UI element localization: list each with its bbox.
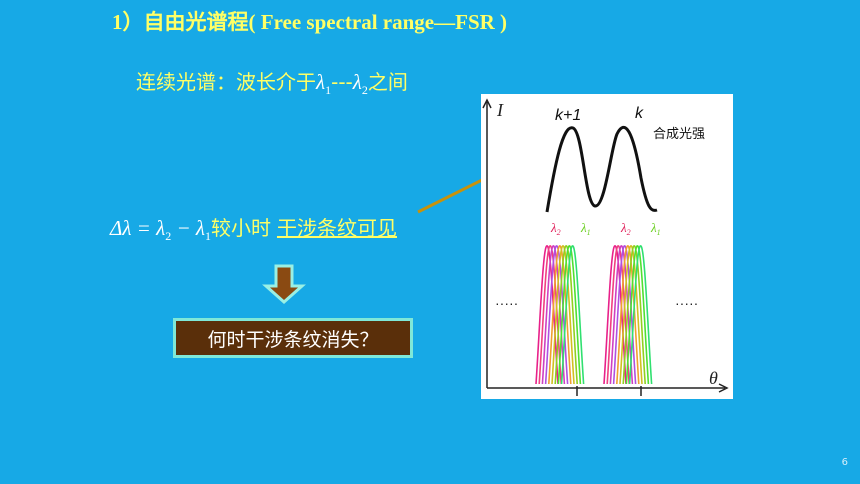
lambda1-label-right: λ1 bbox=[650, 220, 661, 237]
combined-intensity-label: 合成光强 bbox=[653, 126, 705, 141]
lambda2-label-left: λ2 bbox=[550, 220, 561, 237]
spectral-peak-1-3 bbox=[612, 245, 637, 385]
spectral-peak-1-0 bbox=[603, 245, 627, 385]
y-axis-label: I bbox=[496, 100, 504, 120]
peak-left-label: k+1 bbox=[555, 107, 581, 124]
spectral-peak-0-5 bbox=[551, 245, 575, 385]
spectral-peak-1-6 bbox=[622, 245, 646, 385]
spectral-peak-0-8 bbox=[560, 245, 585, 385]
peak-right-label: k bbox=[635, 105, 644, 122]
between-label: 之间 bbox=[367, 70, 408, 94]
dashes: --- bbox=[331, 70, 353, 94]
spectral-peak-0-2 bbox=[541, 245, 566, 385]
spectral-peak-1-8 bbox=[628, 245, 653, 385]
lambda-1: λ1 bbox=[316, 70, 332, 98]
spectral-peak-0-1 bbox=[538, 245, 562, 385]
x-axis-arrow-icon bbox=[718, 383, 729, 393]
dots-right: ····· bbox=[675, 295, 698, 311]
spectral-peak-0-0 bbox=[535, 245, 559, 385]
spectral-peak-1-5 bbox=[619, 245, 643, 385]
x-axis-label: θ bbox=[709, 368, 718, 388]
spectral-peak-0-3 bbox=[544, 245, 569, 385]
down-arrow-icon bbox=[262, 264, 306, 304]
slide-title: 1）自由光谱程( Free spectral range—FSR ) bbox=[112, 10, 508, 34]
dots-left: ····· bbox=[495, 295, 518, 311]
spectral-peak-1-1 bbox=[606, 245, 630, 385]
spectral-peak-1-4 bbox=[616, 245, 640, 385]
lambda2-label-right: λ2 bbox=[620, 220, 631, 237]
spectral-peak-0-7 bbox=[557, 245, 582, 385]
spectral-peak-0-6 bbox=[554, 245, 578, 385]
spectral-peak-1-2 bbox=[609, 245, 634, 385]
delta-lambda-formula: Δλ = λ2 − λ1较小时 干涉条纹可见 bbox=[110, 212, 397, 244]
continuous-spectrum-line: 连续光谱：波长介于λ1---λ2之间 bbox=[136, 66, 408, 98]
formula-math: Δλ = λ2 − λ1 bbox=[110, 216, 211, 244]
callout-text: 何时干涉条纹消失？ bbox=[207, 328, 379, 351]
y-axis-arrow-icon bbox=[482, 98, 492, 109]
formula-condition: 较小时 bbox=[210, 216, 271, 240]
continuous-label: 连续光谱：波长介于 bbox=[136, 70, 316, 94]
fringes-disappear-callout: 何时干涉条纹消失？ bbox=[173, 318, 413, 358]
fringes-visible-link[interactable]: 干涉条纹可见 bbox=[276, 216, 397, 240]
lambda1-label-left: λ1 bbox=[580, 220, 591, 237]
spectral-peaks bbox=[535, 245, 653, 385]
spectral-peak-1-7 bbox=[625, 245, 650, 385]
spectral-peak-0-4 bbox=[548, 245, 572, 385]
page-number: 6 bbox=[841, 457, 848, 468]
lambda-2: λ2 bbox=[352, 70, 368, 98]
interference-figure: I θ k+1 k 合成光强 λ2 λ1 λ2 λ1 ····· ····· bbox=[481, 94, 733, 399]
combined-intensity-curve bbox=[545, 126, 658, 213]
